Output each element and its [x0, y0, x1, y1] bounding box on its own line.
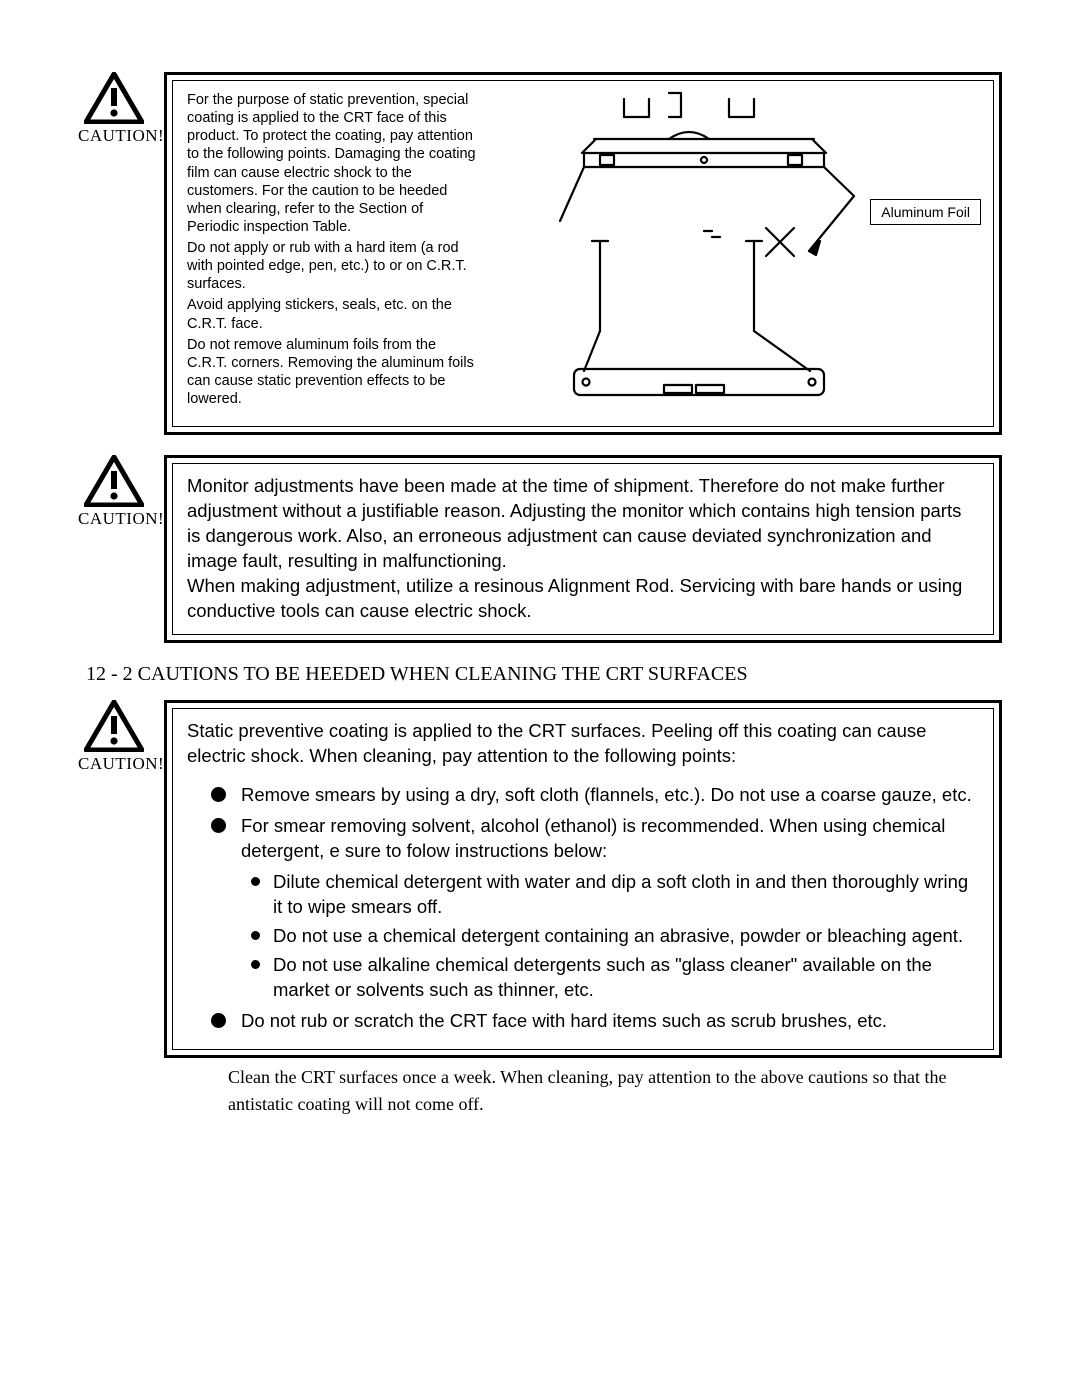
caution-label: CAUTION! [78, 754, 150, 774]
caution-icon: CAUTION! [78, 72, 150, 146]
bullet-2-text: For smear removing solvent, alcohol (eth… [241, 815, 945, 861]
block3-intro: Static preventive coating is applied to … [187, 719, 979, 769]
block1-p1: For the purpose of static prevention, sp… [187, 91, 477, 236]
bullet-2: For smear removing solvent, alcohol (eth… [211, 814, 979, 1003]
caution-icon: CAUTION! [78, 700, 150, 774]
caution-block-3: CAUTION! Static preventive coating is ap… [78, 700, 1002, 1059]
sub-bullet-2: Do not use a chemical detergent containi… [251, 924, 979, 949]
section-heading: 12 - 2 CAUTIONS TO BE HEEDED WHEN CLEANI… [86, 663, 1002, 686]
block1-p3: Avoid applying stickers, seals, etc. on … [187, 296, 477, 332]
block2-text: Monitor adjustments have been made at th… [187, 474, 979, 624]
caution-box-1: For the purpose of static prevention, sp… [164, 72, 1002, 435]
caution-label: CAUTION! [78, 126, 150, 146]
bullet-1: Remove smears by using a dry, soft cloth… [211, 783, 979, 808]
caution-box-3: Static preventive coating is applied to … [164, 700, 1002, 1059]
block1-text: For the purpose of static prevention, sp… [187, 91, 477, 416]
crt-figure: Aluminum Foil [489, 91, 979, 416]
sub-bullet-1: Dilute chemical detergent with water and… [251, 870, 979, 920]
caution-label: CAUTION! [78, 509, 150, 529]
sub-bullet-3: Do not use alkaline chemical detergents … [251, 953, 979, 1003]
page: CAUTION! For the purpose of static preve… [0, 0, 1080, 1397]
caution-icon: CAUTION! [78, 455, 150, 529]
aluminum-foil-label: Aluminum Foil [870, 199, 981, 225]
caution-box-2: Monitor adjustments have been made at th… [164, 455, 1002, 643]
block3-bullets: Remove smears by using a dry, soft cloth… [187, 783, 979, 1034]
block1-p2: Do not apply or rub with a hard item (a … [187, 239, 477, 293]
sub-bullets: Dilute chemical detergent with water and… [241, 870, 979, 1003]
caution-block-2: CAUTION! Monitor adjustments have been m… [78, 455, 1002, 643]
block1-p4: Do not remove aluminum foils from the C.… [187, 336, 477, 409]
bullet-3: Do not rub or scratch the CRT face with … [211, 1009, 979, 1034]
footnote: Clean the CRT surfaces once a week. When… [228, 1064, 1002, 1116]
caution-block-1: CAUTION! For the purpose of static preve… [78, 72, 1002, 435]
